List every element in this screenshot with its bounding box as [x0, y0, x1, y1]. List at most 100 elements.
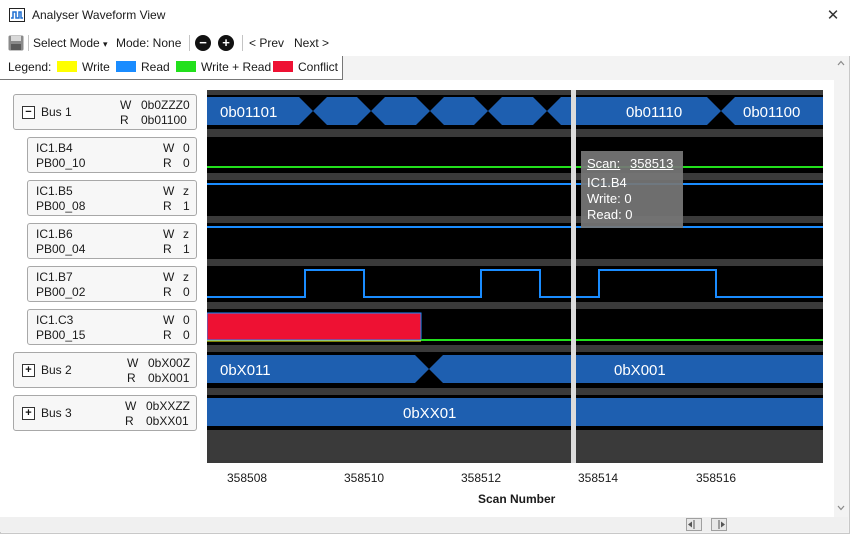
bus1-segment[interactable] — [430, 97, 488, 125]
bus-write-value: 0bXXZZ — [146, 399, 191, 413]
save-icon[interactable] — [8, 35, 24, 51]
w-label: W — [120, 98, 132, 112]
pin-port: PB00_15 — [36, 328, 86, 342]
close-button[interactable]: ✕ — [818, 3, 848, 27]
pin-id: IC1.B5 — [36, 184, 73, 198]
pin-ic1-b6-button[interactable]: IC1.B6 PB00_04 W R z 1 — [27, 223, 197, 259]
lane-band — [207, 302, 823, 309]
waveform-app-icon — [9, 8, 25, 22]
bus-read-value: 0bX001 — [148, 371, 190, 385]
vertical-scrollbar[interactable] — [834, 56, 848, 517]
select-mode-label: Select Mode — [33, 36, 100, 50]
zoom-in-button[interactable]: + — [218, 35, 234, 51]
lane-band — [207, 173, 823, 180]
legend-title: Legend: — [8, 60, 52, 74]
minus-icon: − — [199, 35, 207, 50]
bus-3-button[interactable]: + Bus 3 W R 0bXXZZ 0bXX01 — [13, 395, 197, 431]
bus1-segment[interactable] — [207, 97, 313, 125]
legend-swatch-conflict — [273, 61, 293, 72]
pin-write-value: z — [183, 184, 189, 198]
plus-icon: + — [222, 35, 230, 50]
pin-ic1-b7-button[interactable]: IC1.B7 PB00_02 W R z 0 — [27, 266, 197, 302]
legend-label-read: Read — [141, 60, 170, 74]
w-label: W — [125, 399, 137, 413]
bus1-label-2: 0b01100 — [743, 104, 800, 121]
bus1-segment[interactable] — [488, 97, 547, 125]
collapse-icon[interactable]: − — [22, 106, 35, 119]
bus3-segment[interactable] — [207, 398, 823, 426]
r-label: R — [163, 285, 172, 299]
next-button[interactable]: Next > — [294, 36, 330, 50]
x-tick-label: 358514 — [578, 471, 619, 485]
prev-button[interactable]: < Prev — [249, 36, 285, 50]
pin-port: PB00_02 — [36, 285, 86, 299]
pin-read-value: 0 — [183, 328, 190, 342]
pin-port: PB00_04 — [36, 242, 86, 256]
w-label: W — [163, 270, 175, 284]
bus1-segment[interactable] — [547, 97, 576, 125]
pin-port: PB00_08 — [36, 199, 86, 213]
r-label: R — [163, 199, 172, 213]
tooltip-scan-label: Scan: — [587, 156, 621, 171]
toolbar: Select Mode ▾ Mode: None − + < Prev Next… — [0, 30, 850, 56]
r-label: R — [163, 328, 172, 342]
waveform-plot[interactable]: 0b01101 0b01110 0b01100 0bX011 0bX001 0b… — [207, 90, 823, 463]
lane-band — [207, 129, 823, 137]
bus-1-button[interactable]: − Bus 1 W R 0b0ZZZ0 0b01100 — [13, 94, 197, 130]
ic1-b7-trace — [207, 269, 823, 298]
pin-read-value: 1 — [183, 199, 190, 213]
pan-left-icon[interactable] — [686, 518, 702, 531]
bus2-label-1: 0bX001 — [614, 362, 666, 379]
tooltip-read: Read: 0 — [587, 207, 633, 222]
r-label: R — [163, 242, 172, 256]
bus1-segment[interactable] — [721, 97, 823, 125]
w-label: W — [163, 227, 175, 241]
zoom-out-button[interactable]: − — [195, 35, 211, 51]
toolbar-separator — [28, 35, 29, 51]
pin-ic1-c3-button[interactable]: IC1.C3 PB00_15 W R 0 0 — [27, 309, 197, 345]
toolbar-separator — [189, 35, 190, 51]
expand-icon[interactable]: + — [22, 364, 35, 377]
bus-2-button[interactable]: + Bus 2 W R 0bX00Z 0bX001 — [13, 352, 197, 388]
pin-ic1-b4-button[interactable]: IC1.B4 PB00_10 W R 0 0 — [27, 137, 197, 173]
select-mode-dropdown[interactable]: Select Mode ▾ — [33, 36, 108, 50]
pin-write-value: z — [183, 227, 189, 241]
close-icon: ✕ — [826, 7, 840, 24]
bus2-segment[interactable] — [429, 355, 823, 383]
bus-name: Bus 3 — [41, 406, 72, 420]
bus2-segment[interactable] — [207, 355, 429, 383]
pin-write-value: 0 — [183, 141, 190, 155]
x-axis-label: Scan Number — [478, 492, 556, 506]
w-label: W — [127, 356, 139, 370]
lane-band — [207, 259, 823, 266]
window-title: Analyser Waveform View — [32, 8, 166, 22]
lane-band — [207, 388, 823, 395]
bus1-segment[interactable] — [313, 97, 371, 125]
r-label: R — [125, 414, 134, 428]
legend-label-write-read: Write + Read — [201, 60, 272, 74]
bus2-label-0: 0bX011 — [220, 362, 271, 379]
ic1-c3-conflict[interactable] — [207, 312, 422, 341]
expand-icon[interactable]: + — [22, 407, 35, 420]
bus1-label-1: 0b01110 — [626, 104, 682, 121]
pin-id: IC1.B7 — [36, 270, 73, 284]
bus-write-value: 0bX00Z — [148, 356, 191, 370]
tooltip-scan-value: 358513 — [630, 156, 674, 171]
bottom-bar — [0, 517, 848, 532]
bus-read-value: 0b01100 — [141, 113, 187, 127]
pin-write-value: 0 — [183, 313, 190, 327]
chevron-down-icon: ▾ — [103, 39, 108, 49]
lane-band — [207, 216, 823, 223]
scroll-down-icon[interactable] — [837, 505, 845, 511]
scan-cursor[interactable] — [571, 90, 576, 463]
pan-right-icon[interactable] — [711, 518, 727, 531]
pin-ic1-b5-button[interactable]: IC1.B5 PB00_08 W R z 1 — [27, 180, 197, 216]
w-label: W — [163, 313, 175, 327]
bus1-segment[interactable] — [576, 97, 721, 125]
pin-read-value: 1 — [183, 242, 190, 256]
pin-id: IC1.B4 — [36, 141, 73, 155]
r-label: R — [120, 113, 129, 127]
scroll-up-icon[interactable] — [837, 60, 845, 66]
lane-band — [207, 90, 823, 95]
bus1-segment[interactable] — [371, 97, 430, 125]
